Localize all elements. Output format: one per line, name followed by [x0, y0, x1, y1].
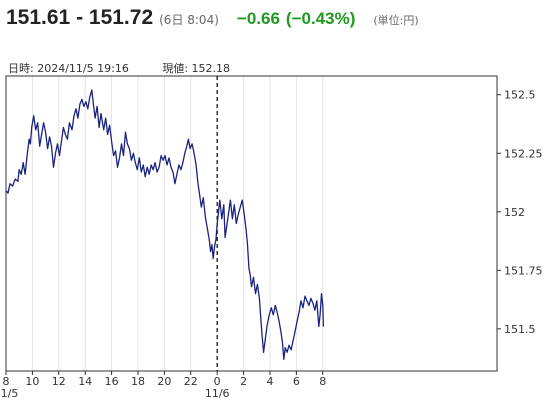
unit-label: (単位:円): [373, 14, 419, 27]
x-tick-label: 0: [214, 375, 221, 388]
y-tick-label: 152.25: [504, 147, 543, 160]
y-tick-label: 152: [504, 206, 525, 219]
x-tick-label: 8: [3, 375, 10, 388]
y-tick-label: 152.5: [504, 89, 536, 102]
x-tick-label: 18: [131, 375, 145, 388]
x-tick-label: 8: [319, 375, 326, 388]
quote-header: 151.61 - 151.72 (6日 8:04) −0.66 (−0.43%) (単位…: [6, 6, 541, 34]
x-tick-label: 2: [240, 375, 247, 388]
x-tick-label: 16: [105, 375, 119, 388]
current-value: 152.18: [191, 62, 231, 75]
x-date-label: 11/5: [0, 387, 18, 400]
y-tick-label: 151.75: [504, 264, 543, 277]
x-date-label: 11/6: [205, 387, 230, 400]
quote-timestamp: (6日 8:04): [159, 13, 219, 27]
x-tick-label: 20: [157, 375, 171, 388]
x-tick-label: 12: [52, 375, 66, 388]
plot-frame: [5, 75, 498, 372]
x-tick-label: 4: [266, 375, 273, 388]
datetime-value: 2024/11/5 19:16: [37, 62, 129, 75]
price-change: −0.66: [236, 9, 280, 28]
x-tick-label: 22: [184, 375, 198, 388]
x-tick-label: 14: [78, 375, 92, 388]
x-tick-label: 10: [25, 375, 39, 388]
bid-ask-price: 151.61 - 151.72: [6, 6, 154, 29]
price-series-line: [5, 89, 325, 360]
y-tick-label: 151.5: [504, 323, 536, 336]
datetime-label: 日時:: [8, 62, 34, 75]
current-value-label: 現値:: [162, 62, 189, 75]
x-tick-label: 6: [293, 375, 300, 388]
hover-info: 日時: 2024/11/5 19:16 現値: 152.18: [8, 60, 230, 76]
price-change-percent: (−0.43%): [285, 9, 356, 28]
